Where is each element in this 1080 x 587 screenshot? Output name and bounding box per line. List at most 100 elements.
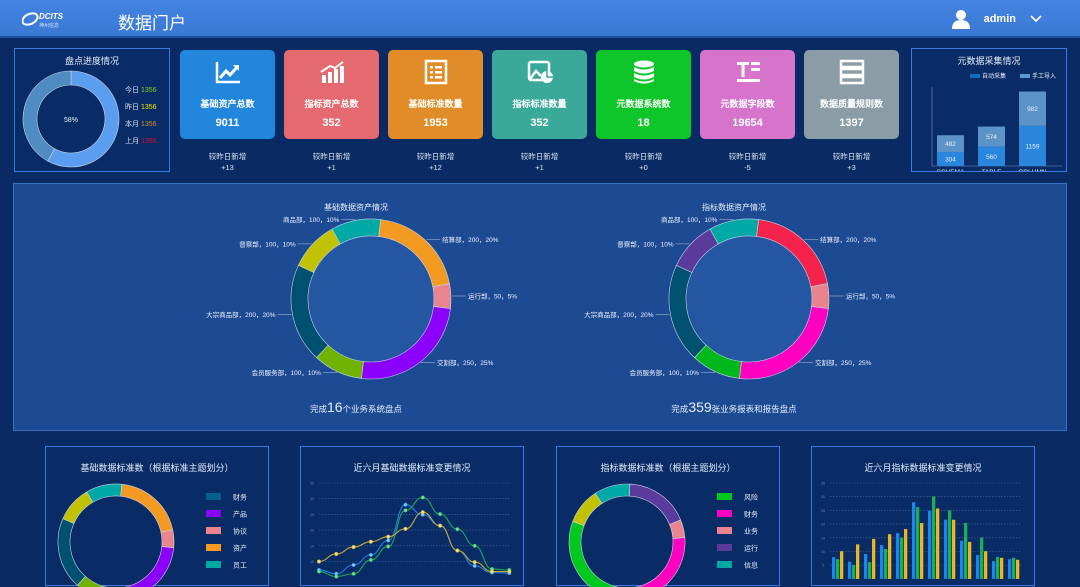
bar[interactable] [980,537,984,579]
footer-prefix: 完成 [671,404,689,414]
donut-slice-运行部[interactable] [810,283,830,309]
bar[interactable] [884,549,888,579]
line-point[interactable] [420,495,425,500]
donut-slice[interactable] [47,70,120,168]
line-point[interactable] [472,563,477,568]
bar[interactable] [1008,559,1012,579]
line-point[interactable] [368,539,373,544]
bar-segment[interactable] [1019,91,1046,126]
line-point[interactable] [386,538,391,543]
bar[interactable] [848,561,852,579]
bar[interactable] [936,508,940,579]
legend-label: 协议 [233,527,247,536]
line-series[interactable] [318,511,510,573]
bar[interactable] [852,564,856,579]
line-point[interactable] [438,523,443,528]
line-point[interactable] [455,527,460,532]
bar-segment[interactable] [937,152,964,166]
line-point[interactable] [472,543,477,548]
donut-slice-商品部[interactable] [331,218,381,245]
stat-card-bar-chart[interactable]: 指标资产总数 352 [284,50,379,139]
bar[interactable] [992,561,996,579]
line-point[interactable] [403,508,408,513]
bar[interactable] [920,523,924,579]
line-point[interactable] [368,557,373,562]
bar[interactable] [864,553,868,579]
donut-slice-协议[interactable] [160,529,175,549]
line-point[interactable] [420,510,425,515]
line-point[interactable] [368,552,373,557]
donut-slice[interactable] [62,491,94,524]
chevron-down-icon[interactable] [1030,15,1042,23]
bar[interactable] [912,502,916,579]
line-point[interactable] [403,502,408,507]
line-point[interactable] [334,551,339,557]
bar[interactable] [1012,557,1016,579]
legend-label: 昨日 [125,104,139,111]
donut-slice-风险[interactable] [568,520,625,587]
bar[interactable] [976,555,980,579]
line-point[interactable] [386,544,391,549]
line-point[interactable] [351,562,356,568]
bar-segment[interactable] [978,126,1005,147]
bar[interactable] [968,541,972,579]
line-series[interactable] [318,504,510,575]
slice-label: 商品部，100，10% [283,215,340,224]
bar[interactable] [932,496,936,579]
bar-segment[interactable] [937,135,964,152]
stat-card-line-chart[interactable]: 基础资产总数 9011 [180,50,275,139]
line-point[interactable] [351,571,356,576]
bar[interactable] [880,545,884,579]
bar[interactable] [856,544,860,579]
delta-label: 较昨日新增 [832,152,871,161]
bar[interactable] [904,529,908,579]
stat-card-image-chart[interactable]: 指标标准数量 352 [492,50,587,139]
donut-slice-运行部[interactable] [432,283,452,309]
bar[interactable] [916,507,920,579]
donut-slice-信息[interactable] [594,483,631,504]
donut-slice-财务[interactable] [624,537,686,587]
bar-segment[interactable] [978,146,1005,166]
bar[interactable] [836,559,840,579]
line-point[interactable] [386,534,391,539]
line-point[interactable] [316,559,322,564]
bar[interactable] [948,510,952,579]
bar[interactable] [928,510,932,579]
line-point[interactable] [455,548,460,553]
bar[interactable] [840,551,844,579]
stat-card-text-field[interactable]: 元数据字段数 19654 [700,50,795,139]
bar[interactable] [888,534,892,579]
bar[interactable] [1000,557,1004,579]
bar[interactable] [872,538,876,579]
donut-slice-员工[interactable] [86,483,123,503]
stat-card-list[interactable]: 基础标准数量 1953 [388,50,483,139]
bar[interactable] [832,557,836,579]
line-point[interactable] [403,526,408,531]
bar[interactable] [900,537,904,579]
donut-slice-商品部[interactable] [709,218,759,245]
user-menu[interactable]: admin [951,9,1042,29]
bar[interactable] [868,562,872,579]
bar[interactable] [1016,559,1020,579]
bar[interactable] [952,519,956,579]
donut-slice-产品[interactable] [110,546,175,587]
line-point[interactable] [472,560,477,565]
donut-slice-财务[interactable] [57,518,86,586]
bar[interactable] [984,551,988,579]
stat-card-server[interactable]: 数据质量规则数 1397 [804,50,899,139]
bar[interactable] [944,519,948,579]
bar[interactable] [996,556,1000,579]
line-point[interactable] [351,545,356,550]
bar[interactable] [960,540,964,579]
stat-card-database[interactable]: 元数据系统数 18 [596,50,691,139]
line-point[interactable] [334,574,339,579]
line-point[interactable] [438,512,443,517]
y-tick-label: 30 [821,495,825,499]
bar[interactable] [964,523,968,579]
bar[interactable] [896,533,900,579]
donut-slice-资产[interactable] [120,483,174,533]
bar-segment[interactable] [1019,125,1046,166]
donut-slice[interactable] [22,70,72,162]
donut-slice[interactable] [572,493,603,527]
donut-slice-运行[interactable] [628,483,682,525]
